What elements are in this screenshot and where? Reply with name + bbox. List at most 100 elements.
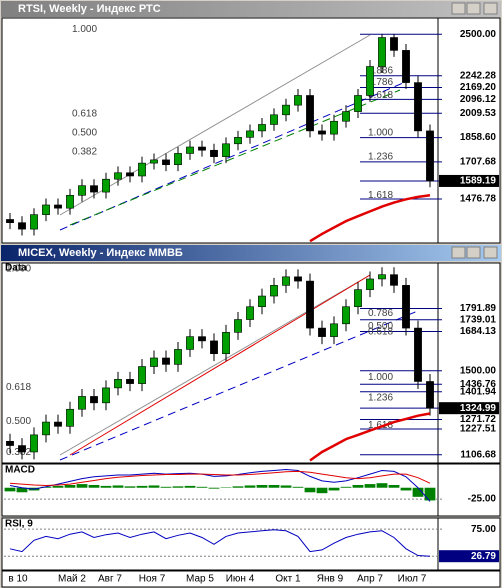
y-tick-label: 1707.68 [460,157,497,168]
candle-body [198,336,206,342]
candle-body [210,340,218,355]
minimize-button[interactable] [451,246,466,259]
candle-body [306,95,314,132]
y-tick-label: 2169.20 [460,82,497,93]
moving-average [309,412,431,462]
y-tick-label: 1401.94 [460,386,497,397]
close-button[interactable] [483,2,498,15]
candle-body [174,153,182,166]
maximize-button[interactable] [466,246,481,259]
candle-body [78,185,86,196]
window-buttons[interactable] [451,2,498,259]
candle-body [78,396,86,410]
y-tick-label: 1684.13 [460,326,497,337]
macd-bar [256,485,268,488]
macd-bar [184,485,196,488]
trend-line [69,89,401,226]
macd-bar [100,485,112,488]
candle-body [270,114,278,125]
candle-body [378,37,386,67]
candle-body [150,159,158,164]
candle-body [282,104,290,116]
macd-area [1,463,439,517]
fib-level-label: 1.000 [72,24,97,35]
candle-body [234,319,242,333]
maximize-button[interactable] [466,2,481,15]
candle-body [138,162,146,177]
macd-bar [376,483,388,488]
macd-bar [4,487,16,492]
candle-body [42,204,50,215]
x-tick-label: Июн 4 [226,574,255,585]
macd-line [9,468,431,502]
panel-title: MACD [5,465,35,476]
window-title: RTSI, Weekly - Индекс РТС [18,3,161,15]
title-bar [1,1,501,17]
candle-body [258,295,266,308]
plot-area [1,17,439,244]
macd-bar [352,485,364,488]
last-price-box [439,402,499,415]
y-tick-label: 1436.76 [460,379,497,390]
x-tick-label: Июл 7 [398,574,427,585]
price-axis [437,17,501,244]
candle-body [150,357,158,367]
y-tick-label: 1106.68 [460,449,496,460]
rsi-line [9,529,431,557]
close-button[interactable] [483,246,498,259]
y-tick-label: -25.00 [468,494,497,505]
candle-body [90,185,98,193]
y-tick-label: 1589.19 [460,176,497,187]
candle-body [162,357,170,365]
fib-level-label: 0.500 [368,321,393,332]
fib-level-label: 0.618 [368,90,393,101]
x-tick-label: Май 2 [58,574,86,585]
candle-body [258,124,266,132]
signal-line [9,470,431,487]
candle-body [30,434,38,453]
macd-bar [52,485,64,488]
y-tick-label: 2009.53 [460,108,497,119]
fib-level-label: 0.786 [368,77,393,88]
fib-level-label: 0.786 [368,308,393,319]
y-tick-label: 1271.72 [460,414,497,425]
trend-line [59,274,371,456]
macd-bar [64,485,76,488]
y-tick-label: 26.79 [471,551,496,562]
candle-body [18,222,26,230]
candle-body [414,82,422,132]
x-tick-label: Окт 1 [275,574,301,585]
last-price-box [439,550,499,563]
candle-body [318,327,326,337]
macd-bar [364,484,376,488]
y-tick-label: 2500.00 [460,29,497,40]
macd-bar [292,486,304,488]
macd-bar [88,485,100,488]
candle-body [42,421,50,436]
macd-bar [304,487,316,493]
x-tick-label: Янв 9 [317,574,344,585]
candle-body [282,276,290,286]
candle-body [102,387,110,404]
x-tick-label: Мар 5 [186,574,214,585]
fib-level-label: 1.618 [368,420,393,431]
candle-body [126,379,134,384]
macd-bar [280,485,292,488]
candle-body [402,285,410,329]
last-price-box [439,174,499,187]
macd-bar [124,486,136,488]
title-bar [1,245,501,261]
candle-body [366,278,374,290]
macd-bar [172,486,184,488]
candle-body [186,146,194,154]
minimize-button[interactable] [451,2,466,15]
y-tick-label: 1476.78 [460,194,497,205]
x-tick-label: Ноя 7 [139,574,166,585]
candle-body [342,306,350,325]
trend-line [59,309,421,461]
candle-body [126,172,134,177]
moving-average [309,194,431,243]
macd-bar [400,487,412,491]
candle-body [186,336,194,350]
